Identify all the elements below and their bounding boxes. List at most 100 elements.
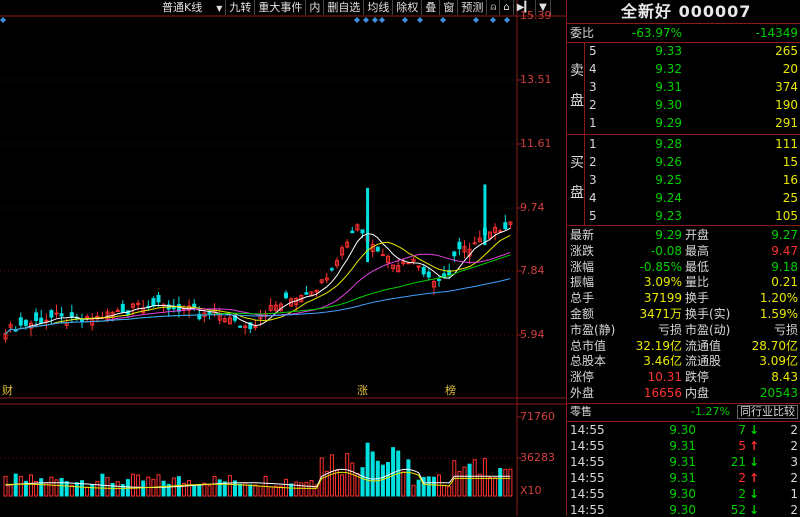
volume-bar	[110, 482, 115, 497]
volume-bar	[335, 470, 339, 497]
volume-bar	[141, 480, 146, 497]
volume-bar	[95, 481, 100, 497]
candle-body	[253, 326, 258, 329]
buy-price: 9.23	[655, 209, 682, 223]
stat-label: 流通值	[685, 338, 722, 353]
toolbar-item-7[interactable]: 叠	[422, 0, 441, 15]
stat-value: 20543	[759, 386, 798, 400]
price-tick: 5.94	[520, 328, 545, 341]
volume-bar	[69, 484, 74, 497]
tick-arrow-icon: ↓	[749, 503, 760, 517]
tick-count: 2	[790, 503, 798, 517]
stat-label: 最高	[685, 243, 710, 258]
event-marker[interactable]: 涨	[357, 384, 368, 397]
sell-level: 1	[589, 116, 597, 130]
candle-body	[340, 247, 345, 256]
weibi-diff: -14349	[755, 26, 798, 40]
tick-count: 2	[790, 471, 798, 485]
volume-bar	[166, 483, 171, 497]
volume-bar	[222, 481, 227, 497]
next-icon[interactable]: ▶▎	[514, 0, 537, 15]
moving-average-line	[5, 234, 511, 335]
sell-price: 9.32	[655, 62, 682, 76]
toolbar-item-9[interactable]: 预测	[458, 0, 488, 15]
candle-body	[386, 255, 390, 263]
tick-arrow-icon: ↓	[749, 423, 760, 437]
tick-arrow-icon: ↑	[749, 471, 760, 485]
sell-price: 9.30	[655, 98, 682, 112]
sell-level: 3	[589, 80, 597, 94]
dropdown-arrow-icon[interactable]: ▼	[216, 4, 223, 13]
volume-bar	[248, 484, 253, 497]
buy-price: 9.26	[655, 155, 682, 169]
stat-value: 0.21	[771, 275, 798, 290]
stat-value: 10.31	[647, 370, 682, 385]
volume-bar	[39, 478, 44, 497]
industry-compare-button[interactable]: 同行业比较	[737, 405, 798, 419]
volume-bar	[426, 476, 431, 497]
toolbar-item-6[interactable]: 除权	[393, 0, 423, 15]
stat-value: 1.20%	[759, 291, 798, 306]
candle-body	[90, 319, 95, 326]
lock-icon[interactable]: ⍝	[487, 0, 501, 15]
candle-body	[355, 224, 360, 231]
volume-bar	[192, 484, 197, 497]
candle-body	[217, 313, 222, 321]
stat-label: 涨跌	[570, 243, 595, 258]
buy-level: 1	[589, 137, 597, 151]
bell-icon[interactable]: ⌂	[500, 0, 514, 15]
candle-body	[411, 258, 416, 262]
event-diamond	[372, 17, 378, 23]
toolbar-item-8[interactable]: 窗	[440, 0, 459, 15]
event-marker[interactable]: 财	[2, 384, 13, 397]
volume-bar	[273, 485, 278, 497]
stat-value: 3.09%	[643, 275, 682, 290]
stat-label: 市盈(静)	[570, 322, 616, 337]
tick-price: 9.30	[669, 487, 696, 501]
volume-bar	[319, 457, 324, 497]
candle-body	[329, 268, 334, 271]
toolbar-item-3[interactable]: 内	[306, 0, 325, 15]
volume-bar	[294, 481, 299, 497]
volume-bar	[49, 476, 54, 497]
tick-price: 9.30	[669, 503, 696, 517]
sell-price: 9.33	[655, 44, 682, 58]
toolbar-item-1[interactable]: 九转	[226, 0, 256, 15]
candle-body	[503, 222, 508, 230]
candle-body	[452, 251, 457, 257]
stat-label: 量比	[685, 275, 710, 290]
stat-label: 总市值	[570, 338, 607, 353]
buy-volume: 25	[782, 191, 798, 205]
tick-arrow-icon: ↓	[749, 487, 760, 501]
stat-value: 9.27	[771, 228, 798, 242]
toolbar-item-0[interactable]: 普通K线 ▼	[134, 0, 227, 15]
candle-body	[426, 271, 431, 278]
candle-body	[289, 298, 294, 307]
volume-bar	[380, 464, 385, 497]
volume-bar	[304, 481, 309, 497]
toolbar-item-2[interactable]: 重大事件	[255, 0, 307, 15]
toolbar-item-4[interactable]: 删自选	[324, 0, 365, 15]
sell-volume: 374	[775, 80, 798, 94]
volume-bar	[498, 468, 503, 497]
candle-body	[151, 298, 156, 307]
event-diamond	[440, 17, 446, 23]
event-diamond	[379, 17, 385, 23]
volume-bar	[401, 471, 406, 497]
more-icon[interactable]: ▼	[536, 0, 551, 15]
sell-volume: 265	[775, 44, 798, 58]
volume-bar	[493, 477, 498, 497]
tick-arrow-icon: ↓	[749, 455, 760, 469]
candle-body	[171, 306, 176, 310]
candle-body	[49, 310, 54, 318]
volume-bar	[370, 451, 375, 497]
candle-body	[59, 313, 64, 317]
kline-chart[interactable]	[0, 0, 566, 516]
event-marker[interactable]: 榜	[445, 384, 456, 397]
candle-body	[350, 230, 355, 234]
toolbar-item-5[interactable]: 均线	[364, 0, 394, 15]
candle-body	[156, 294, 161, 303]
sell-level: 2	[589, 98, 597, 112]
candle-body	[401, 261, 406, 265]
industry-label: 零售	[570, 405, 592, 418]
